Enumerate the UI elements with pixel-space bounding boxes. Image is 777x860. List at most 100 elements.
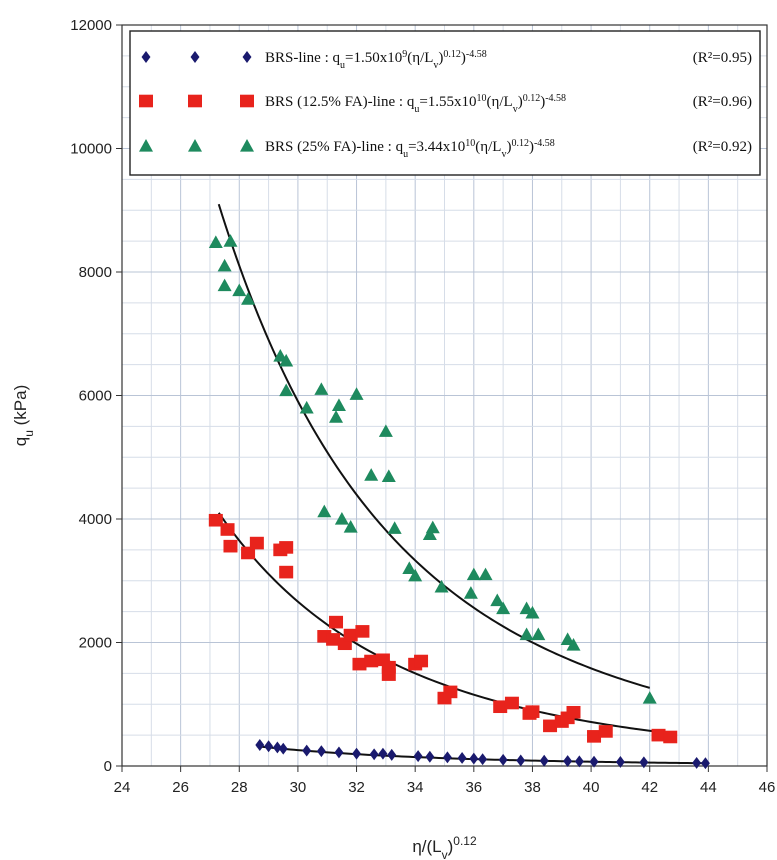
point-series-1 — [469, 752, 479, 765]
x-tick-label: 46 — [759, 779, 776, 796]
point-series-2 — [249, 536, 264, 550]
point-series-2 — [525, 705, 540, 718]
point-series-2 — [208, 513, 223, 527]
point-series-1 — [272, 741, 282, 754]
y-axis: 0 2000 4000 6000 8000 10000 12000 — [70, 17, 122, 775]
point-series-2 — [364, 654, 379, 668]
point-series-3 — [463, 586, 478, 599]
point-series-3 — [434, 579, 449, 593]
legend-r2-2: (R²=0.96) — [693, 94, 752, 110]
legend-label-3: BRS (25% FA)-line : qu=3.44x1010(η/Lv)0.… — [265, 138, 555, 160]
point-series-1 — [516, 754, 526, 767]
fit-curve-2 — [217, 512, 668, 735]
point-series-3 — [560, 632, 575, 646]
legend-marker-1 — [141, 51, 151, 63]
y-tick-label: 8000 — [79, 264, 112, 281]
point-series-3 — [466, 567, 481, 581]
y-axis-label: qu (kPa) — [11, 385, 36, 447]
legend-marker-1 — [242, 51, 252, 63]
point-series-3 — [490, 593, 505, 607]
point-series-3 — [422, 527, 437, 541]
point-series-1 — [589, 755, 599, 768]
point-series-3 — [279, 383, 294, 397]
x-tick-label: 40 — [583, 779, 600, 796]
legend-box — [129, 30, 761, 176]
point-series-2 — [587, 730, 602, 743]
legend-label-2: BRS (12.5% FA)-line : qu=1.55x1010(η/Lv)… — [265, 93, 566, 115]
point-series-1 — [457, 752, 467, 764]
point-series-1 — [425, 750, 435, 763]
point-series-3 — [425, 520, 440, 534]
point-series-2 — [651, 728, 666, 742]
point-series-2 — [326, 633, 341, 646]
point-series-3 — [378, 424, 393, 437]
point-series-2 — [381, 660, 396, 674]
point-series-1 — [478, 753, 488, 766]
point-series-3 — [478, 567, 493, 581]
point-series-3 — [334, 512, 349, 525]
point-series-1 — [498, 753, 508, 766]
point-series-2 — [220, 523, 235, 536]
x-tick-label: 28 — [231, 779, 248, 796]
point-series-3 — [299, 400, 314, 414]
y-tick-label: 2000 — [79, 635, 112, 652]
x-tick-label: 36 — [465, 779, 482, 796]
point-series-2 — [343, 628, 358, 642]
y-tick-label: 10000 — [70, 141, 112, 158]
point-series-2 — [241, 546, 256, 560]
point-series-2 — [566, 705, 581, 719]
point-series-3 — [525, 605, 540, 619]
y-tick-label: 6000 — [79, 388, 112, 405]
point-series-3 — [364, 468, 379, 481]
point-series-3 — [402, 561, 417, 574]
point-series-1 — [369, 748, 379, 761]
point-series-3 — [217, 278, 232, 292]
point-series-1 — [302, 744, 312, 757]
legend-marker-2 — [188, 94, 202, 108]
point-series-1 — [692, 756, 702, 769]
legend-marker-2 — [240, 94, 254, 108]
point-series-1 — [334, 746, 344, 759]
x-tick-label: 44 — [700, 779, 717, 796]
point-series-2 — [504, 696, 519, 710]
x-tick-label: 34 — [407, 779, 424, 796]
x-tick-label: 32 — [348, 779, 365, 796]
x-axis: 24 26 28 30 32 34 36 38 40 42 44 46 — [114, 766, 776, 796]
point-series-1 — [539, 754, 549, 767]
point-series-1 — [278, 742, 288, 755]
point-series-3 — [329, 410, 344, 423]
point-series-1 — [264, 740, 274, 753]
legend-marker-2 — [139, 94, 153, 108]
x-axis-label: η/(Lv)0.12 — [412, 834, 477, 860]
point-series-3 — [241, 292, 256, 305]
point-series-2 — [414, 654, 429, 668]
y-tick-label: 12000 — [70, 17, 112, 34]
point-series-3 — [317, 504, 332, 518]
point-series-3 — [519, 627, 534, 641]
point-series-2 — [279, 565, 294, 579]
point-series-3 — [642, 691, 657, 704]
point-series-1 — [574, 755, 584, 768]
fit-curve-3 — [217, 203, 651, 689]
point-series-1 — [563, 755, 573, 768]
point-series-1 — [352, 747, 362, 760]
point-series-3 — [531, 627, 546, 641]
point-series-2 — [355, 625, 370, 638]
point-series-2 — [352, 657, 367, 671]
x-tick-label: 42 — [641, 779, 658, 796]
x-tick-label: 26 — [172, 779, 189, 796]
legend-marker-3 — [188, 139, 202, 152]
point-series-1 — [615, 756, 625, 768]
point-series-2 — [543, 719, 558, 733]
point-series-3 — [331, 398, 346, 411]
point-series-1 — [442, 751, 452, 764]
legend: BRS-line : qu=1.50x109(η/Lv)0.12)-4.58 (R… — [129, 30, 761, 176]
point-series-3 — [223, 234, 238, 247]
point-series-3 — [387, 521, 402, 534]
point-series-3 — [314, 382, 329, 395]
point-series-1 — [316, 745, 326, 758]
point-series-1 — [387, 748, 397, 761]
x-tick-label: 30 — [290, 779, 307, 796]
point-series-2 — [279, 541, 294, 554]
